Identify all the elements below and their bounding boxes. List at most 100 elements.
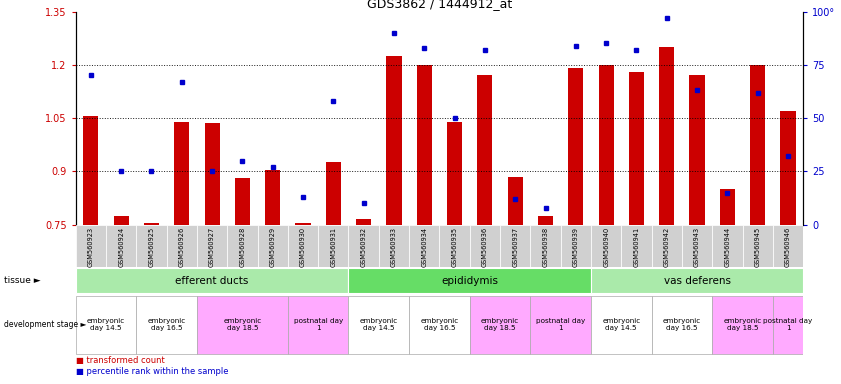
Text: GSM560927: GSM560927 xyxy=(209,227,215,267)
Bar xyxy=(591,268,803,293)
Text: GSM560930: GSM560930 xyxy=(300,227,306,267)
Bar xyxy=(174,122,189,225)
Bar xyxy=(629,72,644,225)
Text: GSM560943: GSM560943 xyxy=(694,227,700,267)
Bar xyxy=(295,223,310,225)
Bar xyxy=(478,76,493,225)
Bar xyxy=(136,296,197,354)
Bar xyxy=(652,225,682,267)
Text: GSM560942: GSM560942 xyxy=(664,227,669,267)
Bar xyxy=(76,225,106,267)
Bar xyxy=(257,225,288,267)
Bar xyxy=(83,116,98,225)
Text: GSM560945: GSM560945 xyxy=(754,227,761,267)
Bar xyxy=(288,296,348,354)
Text: embryonic
day 14.5: embryonic day 14.5 xyxy=(360,318,398,331)
Text: ■ percentile rank within the sample: ■ percentile rank within the sample xyxy=(76,367,228,376)
Bar xyxy=(773,296,803,354)
Text: postnatal day
1: postnatal day 1 xyxy=(764,318,812,331)
Bar xyxy=(348,268,591,293)
Bar xyxy=(561,225,591,267)
Bar xyxy=(447,122,463,225)
Text: GSM560940: GSM560940 xyxy=(603,227,609,267)
Bar xyxy=(76,268,348,293)
Bar xyxy=(621,225,652,267)
Bar xyxy=(659,47,674,225)
Bar xyxy=(144,223,159,225)
Text: GSM560946: GSM560946 xyxy=(785,227,791,267)
Bar xyxy=(197,225,227,267)
Text: embryonic
day 16.5: embryonic day 16.5 xyxy=(147,318,186,331)
Text: GSM560923: GSM560923 xyxy=(87,227,94,267)
Bar xyxy=(439,225,470,267)
Bar xyxy=(682,225,712,267)
Bar xyxy=(712,225,743,267)
Text: GSM560928: GSM560928 xyxy=(240,227,246,267)
Text: efferent ducts: efferent ducts xyxy=(176,276,249,286)
Bar xyxy=(348,296,409,354)
Bar xyxy=(114,216,129,225)
Bar xyxy=(712,296,773,354)
Bar xyxy=(356,219,371,225)
Bar xyxy=(720,189,735,225)
Text: GSM560941: GSM560941 xyxy=(633,227,639,267)
Bar xyxy=(288,225,318,267)
Text: GSM560938: GSM560938 xyxy=(542,227,548,267)
Bar xyxy=(569,68,584,225)
Text: vas deferens: vas deferens xyxy=(664,276,731,286)
Bar xyxy=(780,111,796,225)
Text: GSM560932: GSM560932 xyxy=(361,227,367,267)
Bar xyxy=(652,296,712,354)
Text: GSM560926: GSM560926 xyxy=(179,227,185,267)
Text: ■ transformed count: ■ transformed count xyxy=(76,356,165,365)
Bar xyxy=(348,225,378,267)
Text: postnatal day
1: postnatal day 1 xyxy=(536,318,585,331)
Text: embryonic
day 16.5: embryonic day 16.5 xyxy=(663,318,701,331)
Bar xyxy=(470,296,531,354)
Text: GSM560931: GSM560931 xyxy=(331,227,336,267)
Text: embryonic
day 16.5: embryonic day 16.5 xyxy=(420,318,458,331)
Bar xyxy=(538,216,553,225)
Bar xyxy=(167,225,197,267)
Text: embryonic
day 14.5: embryonic day 14.5 xyxy=(602,318,640,331)
Bar xyxy=(470,225,500,267)
Text: GSM560944: GSM560944 xyxy=(724,227,730,267)
Bar xyxy=(197,296,288,354)
Text: epididymis: epididymis xyxy=(442,276,498,286)
Bar xyxy=(204,123,220,225)
Text: embryonic
day 18.5: embryonic day 18.5 xyxy=(223,318,262,331)
Bar xyxy=(591,296,652,354)
Bar xyxy=(409,225,439,267)
Text: embryonic
day 18.5: embryonic day 18.5 xyxy=(723,318,762,331)
Text: GSM560939: GSM560939 xyxy=(573,227,579,267)
Text: tissue ►: tissue ► xyxy=(4,276,41,285)
Bar xyxy=(750,65,765,225)
Text: GSM560933: GSM560933 xyxy=(391,227,397,267)
Title: GDS3862 / 1444912_at: GDS3862 / 1444912_at xyxy=(367,0,512,10)
Bar xyxy=(531,296,591,354)
Bar xyxy=(136,225,167,267)
Bar xyxy=(76,296,136,354)
Bar xyxy=(773,225,803,267)
Bar xyxy=(531,225,561,267)
Bar xyxy=(378,225,409,267)
Bar xyxy=(386,56,401,225)
Bar xyxy=(416,65,431,225)
Bar xyxy=(690,76,705,225)
Bar xyxy=(743,225,773,267)
Bar xyxy=(591,225,621,267)
Bar xyxy=(106,225,136,267)
Bar xyxy=(409,296,470,354)
Bar xyxy=(325,162,341,225)
Text: GSM560935: GSM560935 xyxy=(452,227,458,267)
Bar xyxy=(599,65,614,225)
Bar xyxy=(500,225,531,267)
Text: postnatal day
1: postnatal day 1 xyxy=(294,318,343,331)
Text: embryonic
day 18.5: embryonic day 18.5 xyxy=(481,318,519,331)
Text: GSM560934: GSM560934 xyxy=(421,227,427,267)
Bar xyxy=(227,225,257,267)
Text: embryonic
day 14.5: embryonic day 14.5 xyxy=(87,318,125,331)
Text: development stage ►: development stage ► xyxy=(4,320,87,329)
Bar xyxy=(235,179,250,225)
Bar xyxy=(265,170,280,225)
